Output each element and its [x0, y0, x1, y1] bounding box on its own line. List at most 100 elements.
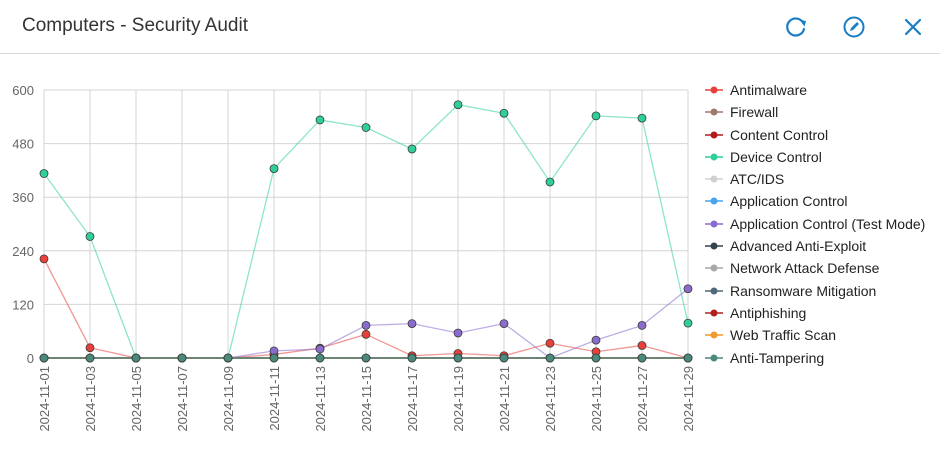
data-point	[223, 353, 233, 363]
legend-item[interactable]: Antiphishing	[704, 303, 940, 325]
legend-swatch	[705, 331, 723, 339]
data-point	[177, 353, 187, 363]
legend-label: Ransomware Mitigation	[730, 282, 877, 299]
legend-label: Content Control	[730, 126, 829, 143]
x-tick-label: 2024-11-23	[543, 366, 558, 432]
data-point	[683, 284, 693, 294]
legend-swatch	[705, 86, 723, 94]
y-tick-label: 600	[12, 83, 34, 98]
legend-swatch	[705, 309, 723, 317]
data-point	[315, 344, 325, 354]
refresh-icon[interactable]	[783, 14, 809, 40]
data-point	[545, 353, 555, 363]
legend-swatch	[705, 108, 723, 116]
data-point	[85, 343, 95, 353]
y-tick-label: 360	[12, 190, 34, 205]
legend-swatch	[705, 175, 723, 183]
data-point	[545, 177, 555, 187]
legend-swatch	[705, 153, 723, 161]
legend-swatch	[705, 354, 723, 362]
data-point	[315, 115, 325, 125]
legend-item[interactable]: Application Control	[704, 191, 940, 213]
data-point	[591, 111, 601, 121]
y-tick-label: 480	[12, 137, 34, 152]
data-point	[39, 353, 49, 363]
legend-item[interactable]: Web Traffic Scan	[704, 325, 940, 347]
data-point	[453, 100, 463, 110]
legend-label: ATC/IDS	[730, 171, 785, 188]
legend-swatch	[705, 242, 723, 250]
legend-label: Device Control	[730, 148, 822, 165]
y-tick-label: 0	[27, 351, 34, 366]
legend-label: Antiphishing	[730, 304, 807, 321]
legend-swatch	[705, 287, 723, 295]
x-tick-label: 2024-11-17	[405, 366, 420, 432]
data-point	[85, 232, 95, 241]
data-point	[39, 169, 49, 178]
legend-item[interactable]: ATC/IDS	[704, 169, 940, 191]
x-tick-label: 2024-11-07	[175, 366, 190, 432]
x-tick-label: 2024-11-09	[221, 366, 236, 432]
data-point	[683, 353, 693, 363]
legend-item[interactable]: Firewall	[704, 102, 940, 124]
data-point	[499, 353, 509, 363]
x-tick-label: 2024-11-05	[129, 366, 144, 432]
x-tick-label: 2024-11-01	[37, 366, 52, 432]
x-tick-label: 2024-11-03	[83, 366, 98, 432]
close-icon[interactable]	[900, 14, 926, 40]
data-point	[361, 123, 371, 132]
data-point	[315, 353, 325, 363]
x-tick-label: 2024-11-11	[267, 366, 282, 431]
data-point	[637, 353, 647, 363]
legend-item[interactable]: Antimalware	[704, 80, 940, 102]
x-tick-label: 2024-11-21	[497, 366, 512, 432]
x-tick-label: 2024-11-25	[589, 366, 604, 432]
y-tick-label: 120	[12, 297, 34, 312]
legend-label: Application Control	[730, 193, 848, 210]
data-point	[361, 329, 371, 339]
legend-label: Application Control (Test Mode)	[730, 215, 926, 232]
data-point	[407, 353, 417, 363]
data-point	[545, 338, 555, 348]
x-tick-label: 2024-11-15	[359, 366, 374, 432]
data-point	[39, 254, 49, 264]
x-tick-label: 2024-11-13	[313, 366, 328, 432]
x-tick-label: 2024-11-29	[681, 366, 696, 432]
edit-icon[interactable]	[841, 14, 867, 40]
legend-item[interactable]: Application Control (Test Mode)	[704, 214, 940, 236]
data-point	[131, 353, 141, 363]
legend-label: Web Traffic Scan	[730, 327, 837, 344]
chart-legend: Antimalware Firewall Content Control Device…	[704, 80, 940, 370]
data-point	[683, 318, 693, 328]
legend-item[interactable]: Device Control	[704, 147, 940, 169]
data-point	[499, 108, 509, 118]
legend-label: Firewall	[730, 104, 779, 121]
legend-swatch	[705, 131, 723, 139]
data-point	[637, 320, 647, 330]
legend-label: Network Attack Defense	[730, 260, 880, 277]
page-title: Computers - Security Audit	[22, 15, 248, 36]
x-tick-label: 2024-11-19	[451, 366, 466, 432]
data-point	[85, 353, 95, 363]
x-tick-label: 2024-11-27	[635, 366, 650, 432]
data-point	[499, 319, 509, 329]
legend-item[interactable]: Ransomware Mitigation	[704, 281, 940, 303]
legend-item[interactable]: Advanced Anti-Exploit	[704, 236, 940, 258]
panel-header: Computers - Security Audit	[0, 0, 940, 54]
data-point	[407, 319, 417, 329]
legend-item[interactable]: Content Control	[704, 125, 940, 147]
legend-swatch	[705, 197, 723, 205]
data-point	[453, 353, 463, 363]
security-audit-line-chart: 0 120 240 360 480 600 2024-11-01 2024-11-03 2024…	[12, 83, 696, 432]
legend-item[interactable]: Network Attack Defense	[704, 258, 940, 280]
data-point	[591, 353, 601, 363]
legend-label: Anti-Tampering	[730, 349, 825, 366]
data-point	[361, 320, 371, 330]
y-tick-label: 240	[12, 244, 34, 259]
legend-label: Antimalware	[730, 82, 808, 98]
data-point	[361, 353, 371, 363]
legend-swatch	[705, 220, 723, 228]
data-point	[637, 113, 647, 123]
data-point	[407, 144, 417, 154]
legend-item[interactable]: Anti-Tampering	[704, 348, 940, 370]
